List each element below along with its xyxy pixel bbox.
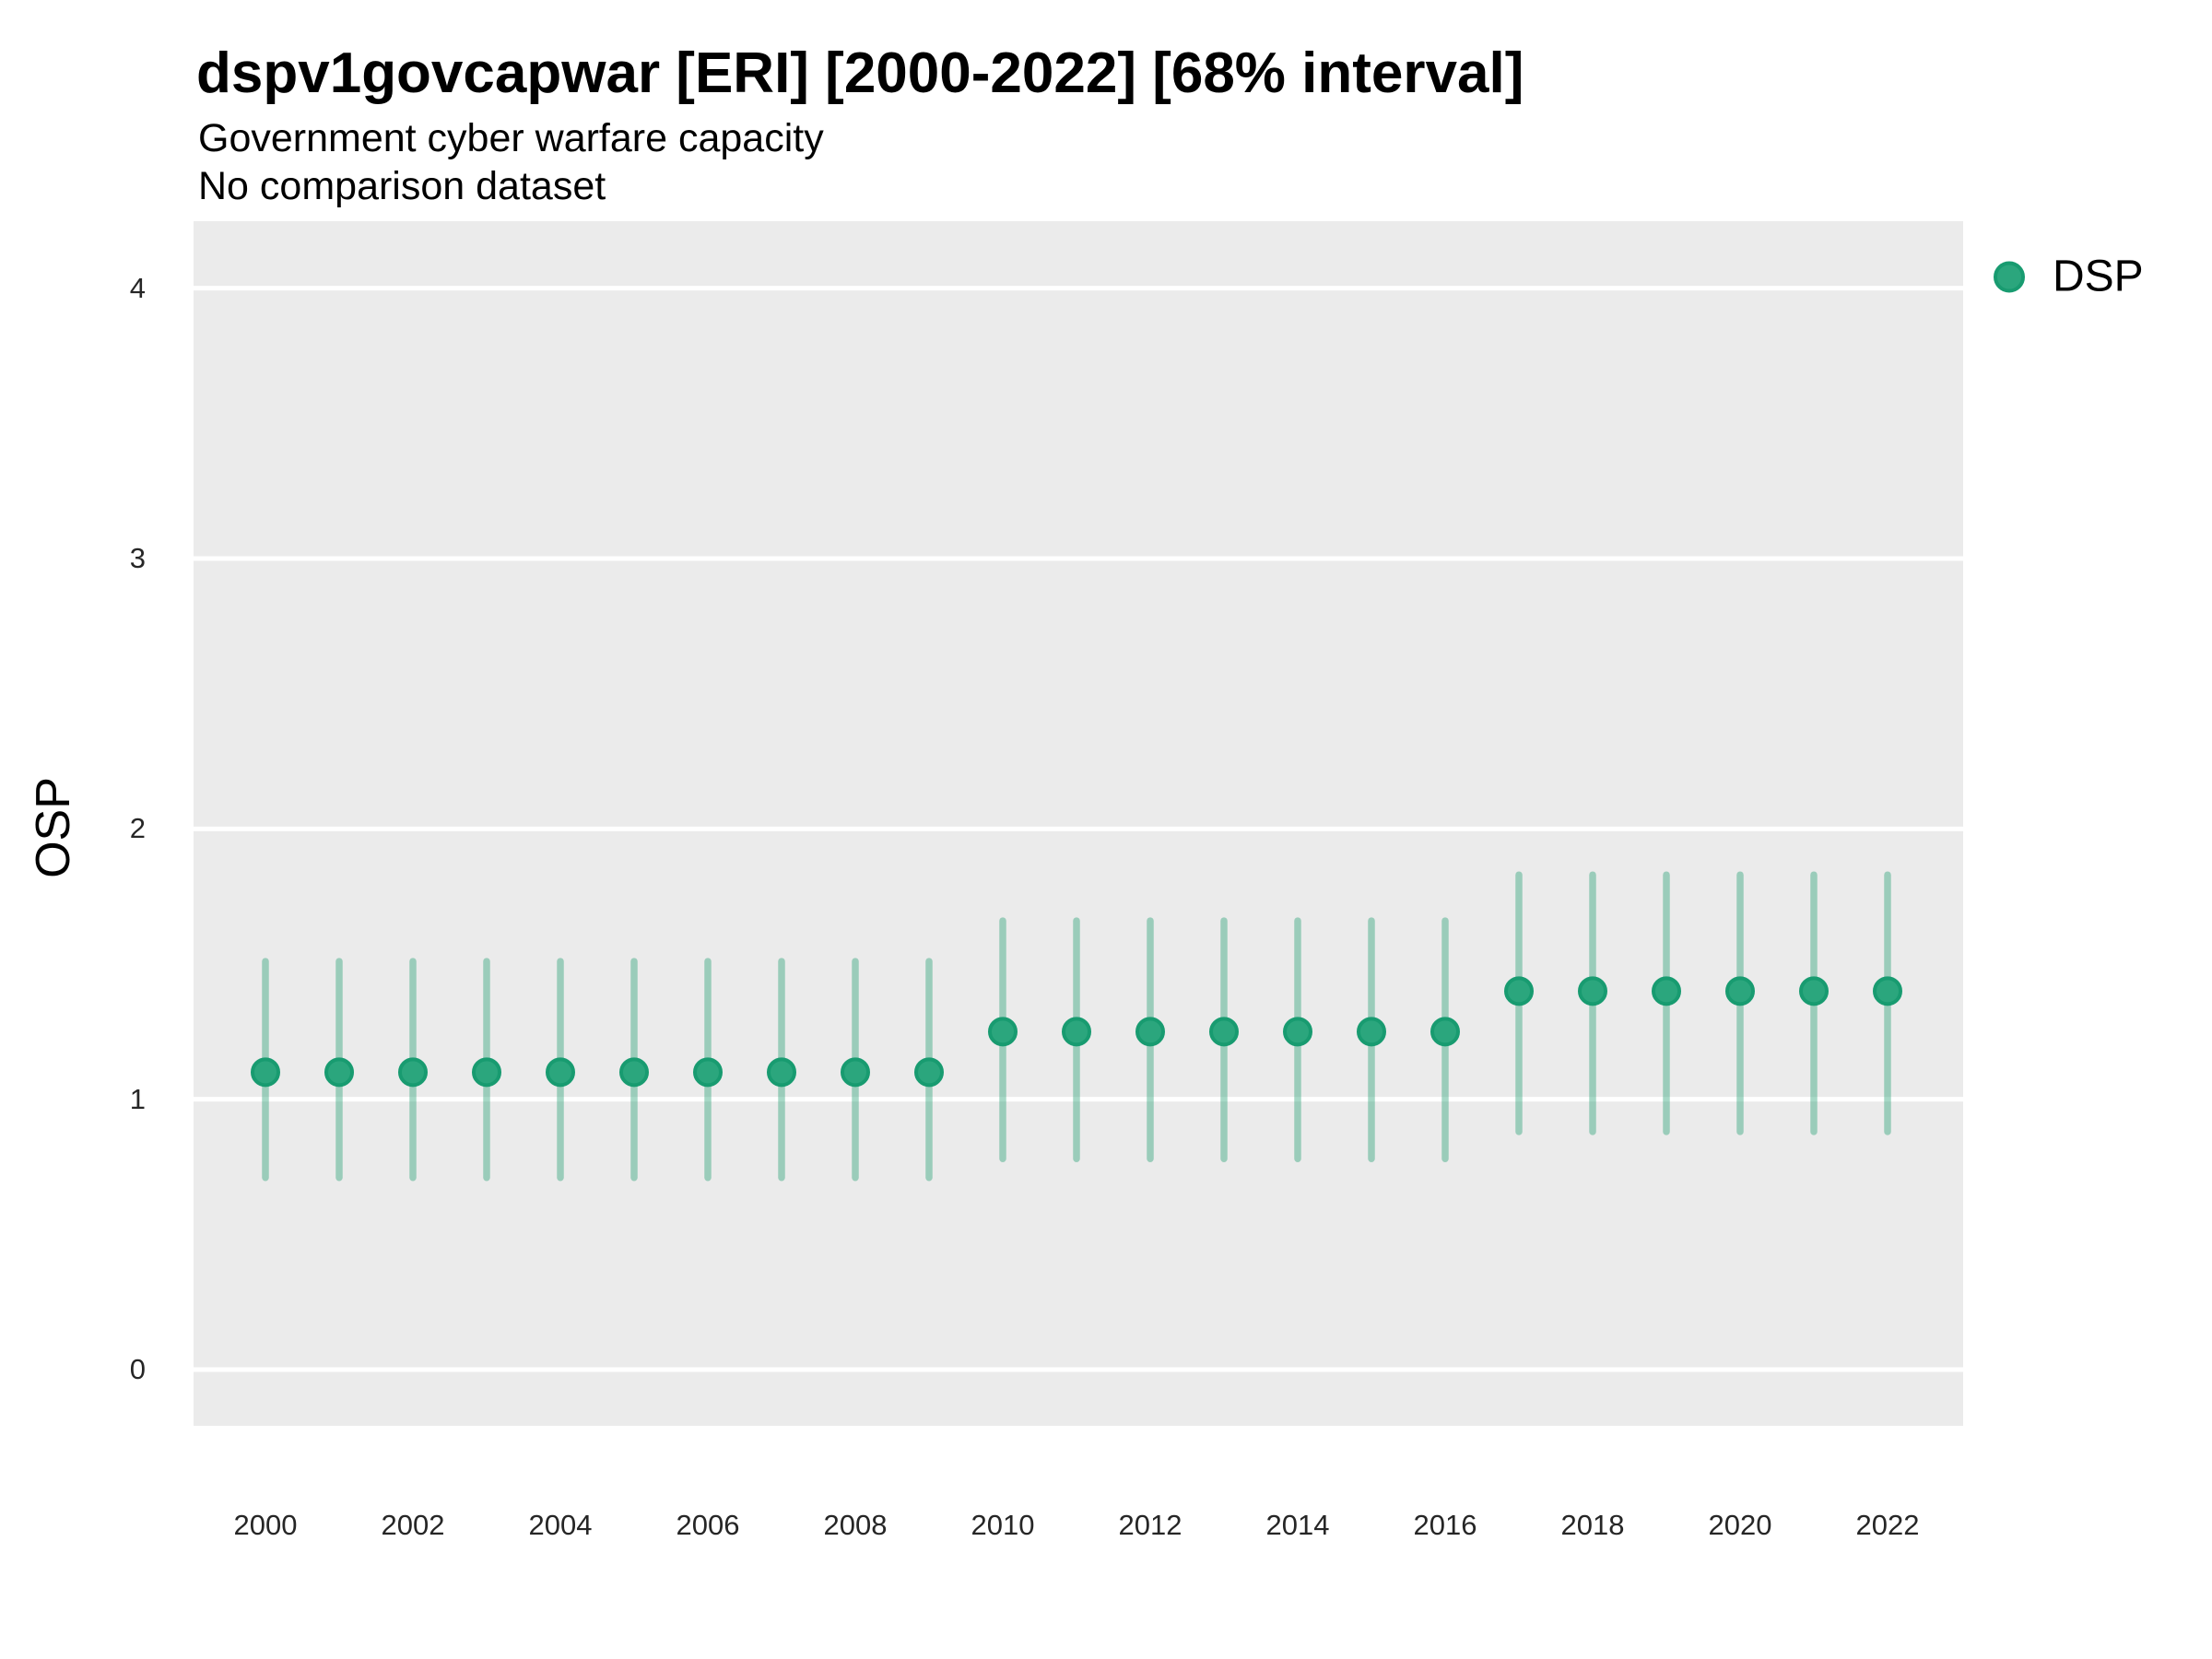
x-tick-label-2008: 2008 — [823, 1509, 888, 1541]
legend-point-icon — [1994, 261, 2025, 292]
data-point-2001 — [324, 1057, 354, 1088]
data-point-2003 — [472, 1057, 501, 1088]
data-point-2019 — [1652, 976, 1681, 1006]
y-tick-label-1: 1 — [129, 1082, 146, 1115]
data-point-2021 — [1799, 976, 1829, 1006]
y-tick-label-0: 0 — [129, 1353, 146, 1385]
x-tick-label-2014: 2014 — [1265, 1509, 1330, 1541]
x-tick-label-2006: 2006 — [676, 1509, 740, 1541]
data-point-2018 — [1578, 976, 1607, 1006]
data-point-2004 — [546, 1057, 575, 1088]
data-point-2016 — [1430, 1017, 1460, 1047]
x-tick-label-2000: 2000 — [233, 1509, 298, 1541]
data-point-2011 — [1062, 1017, 1091, 1047]
data-point-2007 — [767, 1057, 796, 1088]
data-point-2022 — [1873, 976, 1902, 1006]
chart-subtitle: Government cyber warfare capacity — [198, 116, 824, 160]
y-tick-label-3: 3 — [129, 542, 146, 574]
data-point-2008 — [841, 1057, 870, 1088]
x-tick-label-2016: 2016 — [1413, 1509, 1477, 1541]
x-tick-label-2010: 2010 — [971, 1509, 1035, 1541]
chart-title: dspv1govcapwar [ERI] [2000-2022] [68% in… — [196, 41, 1524, 105]
legend-label: DSP — [2053, 252, 2144, 301]
x-tick-label-2022: 2022 — [1855, 1509, 1920, 1541]
data-point-2015 — [1357, 1017, 1386, 1047]
x-tick-label-2020: 2020 — [1708, 1509, 1772, 1541]
data-point-2012 — [1135, 1017, 1165, 1047]
data-point-2014 — [1283, 1017, 1312, 1047]
panel-background — [194, 221, 1963, 1426]
data-point-2006 — [693, 1057, 723, 1088]
data-point-2020 — [1725, 976, 1755, 1006]
x-tick-label-2004: 2004 — [528, 1509, 593, 1541]
x-tick-label-2002: 2002 — [381, 1509, 445, 1541]
data-point-2017 — [1504, 976, 1534, 1006]
x-tick-label-2012: 2012 — [1118, 1509, 1182, 1541]
x-tick-label-2018: 2018 — [1560, 1509, 1625, 1541]
data-point-2013 — [1209, 1017, 1239, 1047]
data-point-2005 — [619, 1057, 649, 1088]
legend: DSP — [1994, 252, 2144, 302]
chart-note: No comparison dataset — [198, 164, 606, 208]
data-point-2010 — [988, 1017, 1018, 1047]
data-point-2009 — [914, 1057, 944, 1088]
data-point-2000 — [251, 1057, 280, 1088]
y-tick-label-2: 2 — [129, 812, 146, 845]
y-tick-label-4: 4 — [129, 271, 146, 304]
data-point-2002 — [398, 1057, 428, 1088]
